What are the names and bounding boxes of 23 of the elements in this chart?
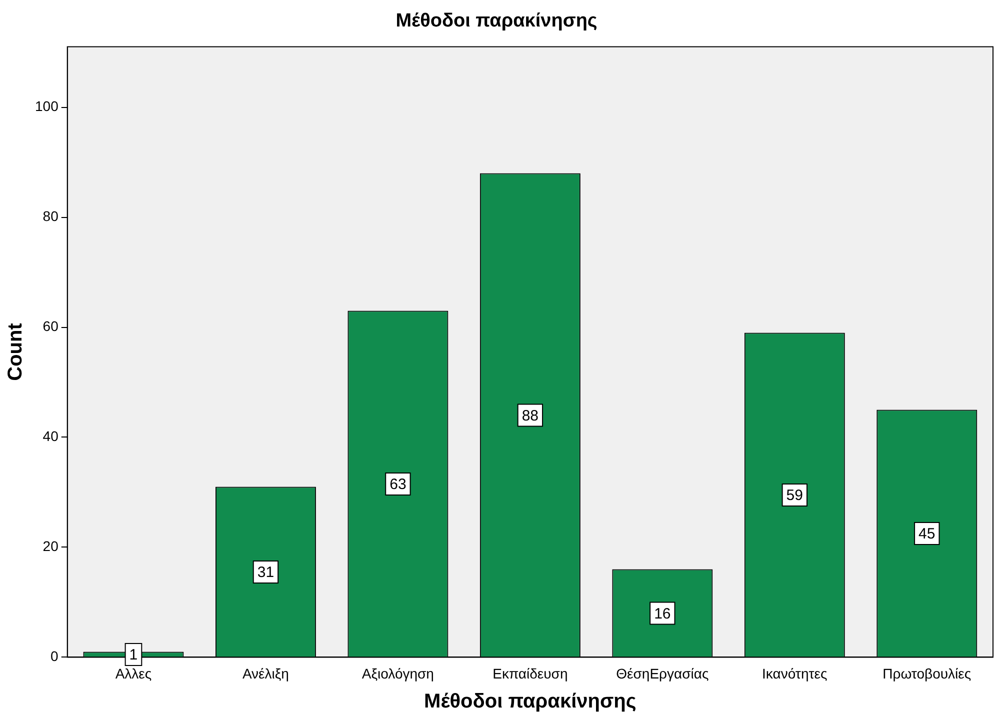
y-tick-label: 80: [42, 208, 59, 224]
x-tick-label: Ικανότητες: [762, 665, 828, 682]
x-tick-label: Ανέλιξη: [242, 665, 289, 682]
data-label: 63: [390, 476, 406, 494]
x-tick-label: Αλλες: [115, 665, 152, 682]
x-axis-title: Μέθοδοι παρακίνησης: [424, 690, 636, 713]
data-label: 88: [522, 407, 539, 424]
x-tick-label: Αξιολόγηση: [362, 665, 434, 682]
x-tick-label: Πρωτοβουλίες: [882, 665, 972, 682]
data-label: 1: [129, 646, 138, 664]
y-axis-title: Count: [4, 322, 27, 381]
x-tick-label: Εκπαίδευση: [492, 665, 568, 682]
chart-title: Μέθοδοι παρακίνησης: [396, 10, 598, 32]
y-tick-label: 20: [42, 538, 59, 554]
data-label: 31: [257, 564, 274, 582]
data-label: 16: [654, 605, 671, 622]
y-tick-label: 100: [35, 98, 59, 114]
y-tick-label: 0: [50, 648, 59, 664]
y-tick-label: 60: [42, 318, 59, 334]
data-label: 59: [786, 487, 803, 504]
data-label: 45: [918, 526, 936, 543]
y-tick-label: 40: [42, 428, 59, 444]
x-tick-label: ΘέσηΕργασίας: [616, 665, 709, 682]
